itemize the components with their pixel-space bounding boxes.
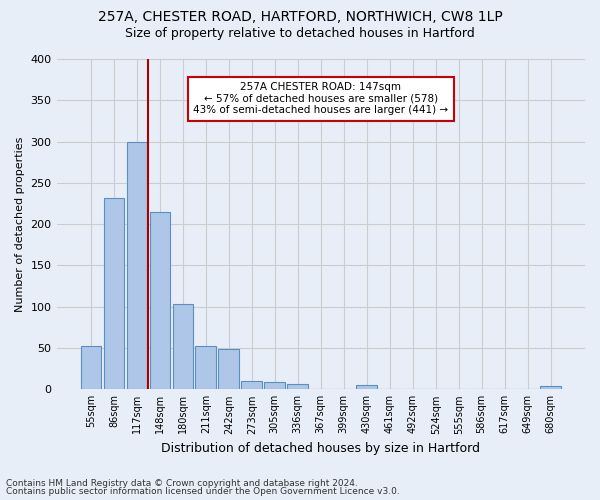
Text: Contains public sector information licensed under the Open Government Licence v3: Contains public sector information licen… (6, 487, 400, 496)
Text: Contains HM Land Registry data © Crown copyright and database right 2024.: Contains HM Land Registry data © Crown c… (6, 478, 358, 488)
Bar (218, 349, 239, 390)
Bar (265, 382, 285, 390)
Bar (196, 346, 216, 390)
Bar (149, 212, 170, 390)
Bar (173, 304, 193, 390)
Bar (356, 385, 377, 390)
Bar (540, 386, 561, 390)
Text: 257A CHESTER ROAD: 147sqm
← 57% of detached houses are smaller (578)
43% of semi: 257A CHESTER ROAD: 147sqm ← 57% of detac… (193, 82, 448, 116)
Bar (80, 346, 101, 390)
Y-axis label: Number of detached properties: Number of detached properties (15, 136, 25, 312)
Bar (241, 381, 262, 390)
Text: Size of property relative to detached houses in Hartford: Size of property relative to detached ho… (125, 28, 475, 40)
Text: 257A, CHESTER ROAD, HARTFORD, NORTHWICH, CW8 1LP: 257A, CHESTER ROAD, HARTFORD, NORTHWICH,… (98, 10, 502, 24)
Bar (104, 198, 124, 390)
Bar (287, 384, 308, 390)
Bar (127, 142, 147, 390)
X-axis label: Distribution of detached houses by size in Hartford: Distribution of detached houses by size … (161, 442, 480, 455)
